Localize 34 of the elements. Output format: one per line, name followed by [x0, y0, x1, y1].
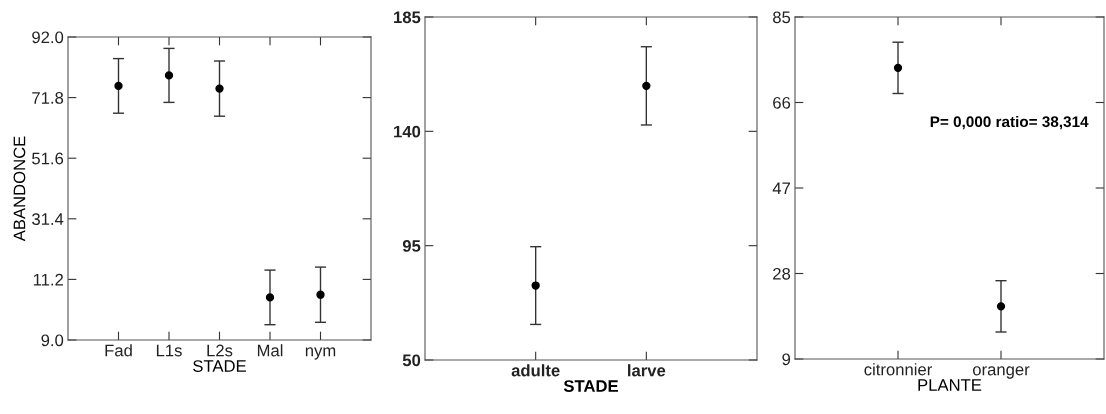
point	[265, 293, 275, 302]
point	[114, 81, 123, 91]
y-tick-label: 28	[773, 267, 791, 280]
x-tick-label: oranger	[972, 366, 1030, 379]
x-tick-label: larve	[628, 364, 666, 377]
x-tick-label: Fad	[105, 344, 132, 357]
y-tick-label: 95	[402, 240, 421, 252]
y-tick-label: 92.0	[32, 31, 64, 44]
y-tick-label: 9	[782, 353, 791, 366]
y-tick-label: 66	[773, 96, 791, 109]
y-tick-label: 31.4	[32, 213, 64, 225]
y-tick-label: 51.6	[32, 152, 64, 165]
y-tick-label: 140	[394, 125, 421, 138]
x-tick-label: L1s	[156, 344, 182, 357]
x-tick-label: nym	[305, 347, 336, 360]
point	[164, 71, 174, 80]
y-tick-label: 71.8	[32, 92, 64, 104]
x-axis-title: STADE	[193, 360, 246, 372]
point	[316, 290, 325, 299]
y-tick-label: 185	[394, 11, 421, 24]
y-tick-label: 50	[402, 354, 421, 367]
x-tick-label: L2s	[207, 344, 233, 357]
annotation: P= 0,000 ratio= 38,314	[930, 115, 1089, 130]
y-tick-label: 11.2	[33, 273, 63, 286]
y-tick-label: 47	[772, 182, 790, 195]
y-tick-label: 85	[773, 11, 791, 24]
x-axis-title: PLANTE	[918, 379, 982, 391]
point	[215, 84, 224, 93]
x-axis-title: STADE	[563, 380, 618, 392]
y-tick-label: 9.0	[41, 334, 64, 347]
y-axis-title: ABANDONCE	[13, 136, 26, 242]
x-tick-label: Mal	[257, 344, 283, 357]
x-tick-label: citronnier	[864, 363, 932, 376]
x-tick-label: adulte	[511, 364, 560, 377]
